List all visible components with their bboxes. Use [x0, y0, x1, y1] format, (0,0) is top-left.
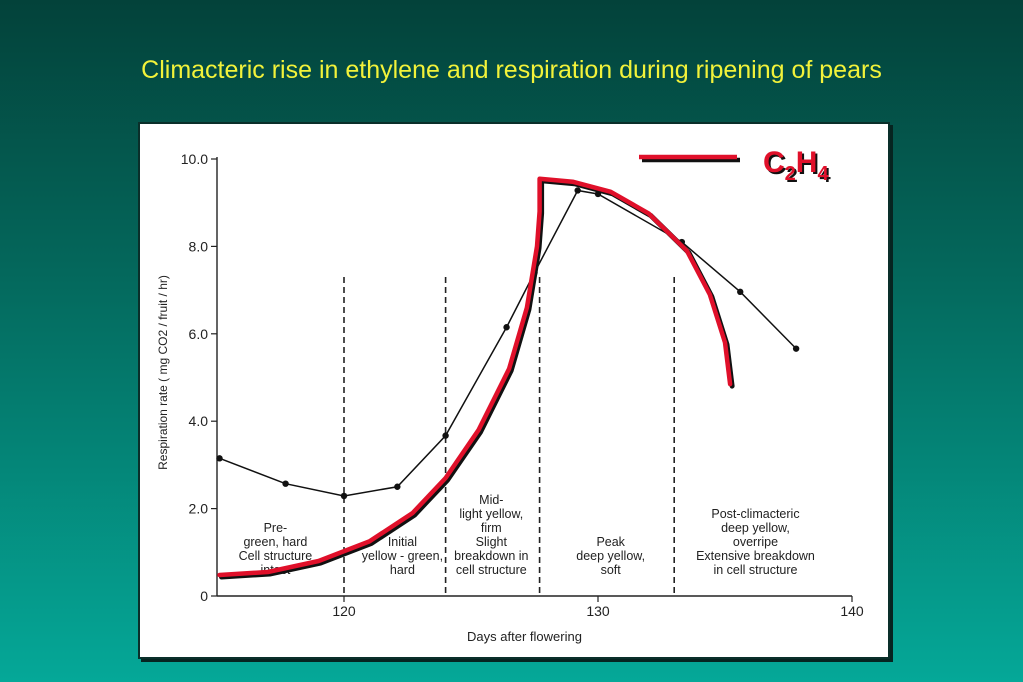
- stage-label: Mid-: [479, 493, 503, 507]
- stage-label: green, hard: [243, 535, 307, 549]
- stage-label: Slight: [476, 535, 508, 549]
- stage-label: soft: [601, 563, 622, 577]
- respiration-point: [216, 455, 223, 462]
- stage-label: overripe: [733, 535, 778, 549]
- stage-label: Post-climacteric: [711, 507, 799, 521]
- stage-label: in cell structure: [713, 563, 797, 577]
- stage-label: deep yellow,: [576, 549, 645, 563]
- stage-label: Pre-: [264, 521, 288, 535]
- y-tick-label: 4.0: [189, 413, 209, 429]
- chart-panel: 0 2.0 4.0 6.0 8.0 10.0 120 130 140 Days after flo…: [138, 122, 890, 659]
- y-tick-label: 0: [200, 588, 208, 604]
- stage-label: Extensive breakdown: [696, 549, 815, 563]
- legend-label: C2H4: [763, 146, 829, 185]
- y-tick-label: 8.0: [189, 238, 209, 254]
- respiration-point: [282, 480, 289, 487]
- respiration-ethylene-chart: 0 2.0 4.0 6.0 8.0 10.0 120 130 140 Days after flo…: [156, 146, 864, 644]
- ethylene-curve: [217, 176, 733, 578]
- stage-label: Peak: [596, 535, 625, 549]
- stage-label: deep yellow,: [721, 521, 790, 535]
- respiration-point: [503, 324, 510, 331]
- y-axis-label: Respiration rate ( mg CO2 / fruit / hr): [156, 275, 170, 470]
- legend-label-shadow: C2H4: [765, 148, 831, 187]
- stage-label: cell structure: [456, 563, 527, 577]
- x-tick-label: 140: [840, 603, 864, 619]
- respiration-point: [792, 345, 800, 352]
- respiration-point: [340, 492, 348, 500]
- stage-label: Initial: [388, 535, 417, 549]
- respiration-point: [394, 483, 401, 490]
- stage-label: firm: [481, 521, 502, 535]
- respiration-point: [737, 288, 744, 296]
- y-tick-label: 2.0: [189, 501, 209, 517]
- stage-label: light yellow,: [459, 507, 523, 521]
- respiration-point: [442, 432, 449, 439]
- respiration-line: [219, 189, 797, 497]
- y-tick-label: 10.0: [181, 151, 208, 167]
- stage-label: yellow - green,: [362, 549, 443, 563]
- slide-title: Climacteric rise in ethylene and respira…: [141, 56, 882, 84]
- x-tick-label: 130: [586, 603, 610, 619]
- y-tick-label: 6.0: [189, 326, 209, 342]
- stage-label: hard: [390, 563, 415, 577]
- x-tick-label: 120: [332, 603, 356, 619]
- x-axis-label: Days after flowering: [467, 629, 582, 644]
- stage-label: Cell structure: [239, 549, 313, 563]
- stage-label: breakdown in: [454, 549, 528, 563]
- respiration-point: [574, 187, 581, 194]
